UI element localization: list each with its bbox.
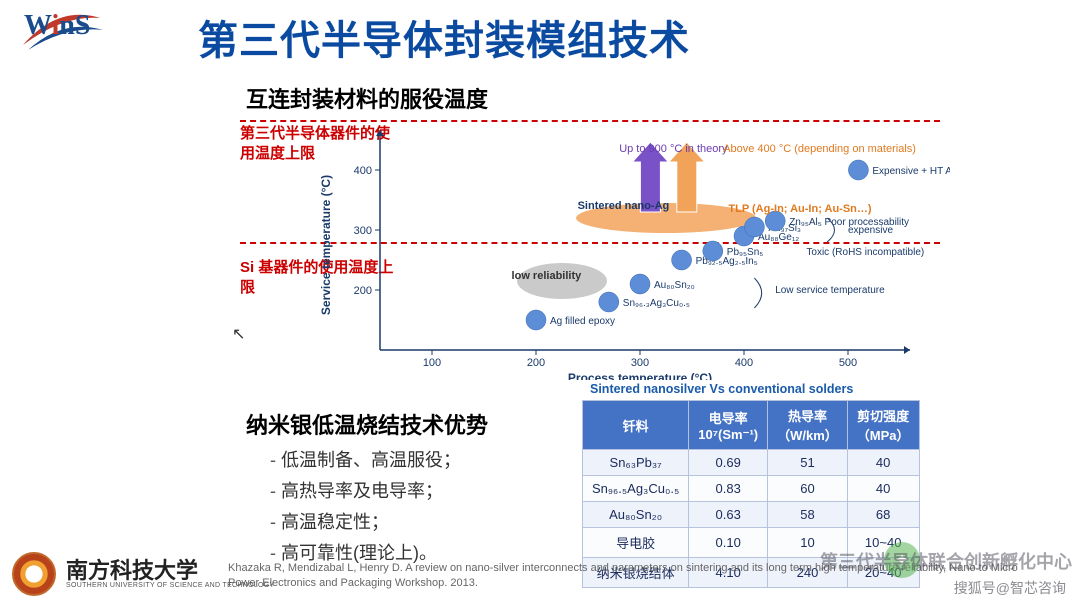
svg-text:Toxic (RoHS incompatible): Toxic (RoHS incompatible) xyxy=(806,247,924,258)
svg-text:Ag filled epoxy: Ag filled epoxy xyxy=(550,316,615,327)
table-cell: 40 xyxy=(847,476,919,502)
table-cell: 导电胶 xyxy=(583,528,689,558)
svg-text:Expensive + HT Au₈₁In₁₉: Expensive + HT Au₈₁In₁₉ xyxy=(872,166,950,177)
svg-text:Sintered nano-Ag: Sintered nano-Ag xyxy=(578,200,670,212)
table-cell: 0.83 xyxy=(689,476,768,502)
watermark-org: 第三代半导体联合创新孵化中心 xyxy=(820,548,1072,574)
svg-text:500: 500 xyxy=(839,357,857,369)
svg-text:Service temperature (°C): Service temperature (°C) xyxy=(319,175,333,315)
chart-subtitle: Sintered nanosilver Vs conventional sold… xyxy=(590,382,853,396)
table-row: Sn₆₃Pb₃₇0.695140 xyxy=(583,450,920,476)
table-cell: 58 xyxy=(768,502,848,528)
table-header: 热导率（W/km） xyxy=(768,401,848,450)
svg-text:TLP (Ag-In; Au-In; Au-Sn…): TLP (Ag-In; Au-In; Au-Sn…) xyxy=(728,203,872,215)
section-subtitle-top: 互连封装材料的服役温度 xyxy=(246,82,488,114)
svg-text:expensive: expensive xyxy=(848,225,893,236)
university-name-zh: 南方科技大学 xyxy=(66,560,275,582)
table-cell: 40 xyxy=(847,450,919,476)
svg-text:200: 200 xyxy=(354,285,372,297)
svg-text:400: 400 xyxy=(354,165,372,177)
svg-text:Pb₉₅Sn₅: Pb₉₅Sn₅ xyxy=(727,247,763,258)
university-badge-icon: ✦ xyxy=(12,552,56,596)
svg-text:Above 400 °C (depending on mat: Above 400 °C (depending on materials) xyxy=(723,143,916,155)
logo-wins: WinS xyxy=(24,10,90,42)
svg-text:Process temperature (°C): Process temperature (°C) xyxy=(568,371,712,380)
table-cell: 0.69 xyxy=(689,450,768,476)
scatter-chart: 100 200 300 400 500 200 300 400 Process temperat… xyxy=(310,120,950,380)
bullet-item: 低温制备、高温服役； xyxy=(270,445,461,476)
table-cell: 68 xyxy=(847,502,919,528)
table-header: 电导率10⁷(Sm⁻¹) xyxy=(689,401,768,450)
table-cell: Sn₉₆.₅Ag₃Cu₀.₅ xyxy=(583,476,689,502)
bullet-item: 高温稳定性； xyxy=(270,507,461,538)
table-header: 钎料 xyxy=(583,401,689,450)
section-subtitle-advantages: 纳米银低温烧结技术优势 xyxy=(246,408,488,440)
table-cell: 0.10 xyxy=(689,528,768,558)
svg-text:200: 200 xyxy=(527,357,545,369)
table-row: Sn₉₆.₅Ag₃Cu₀.₅0.836040 xyxy=(583,476,920,502)
svg-text:Sn₉₆.₃Ag₃Cu₀.₅: Sn₉₆.₃Ag₃Cu₀.₅ xyxy=(623,298,690,309)
table-cell: 51 xyxy=(768,450,848,476)
svg-text:Up to 900 °C in theory: Up to 900 °C in theory xyxy=(619,143,728,155)
university-footer: ✦ 南方科技大学 SOUTHERN UNIVERSITY OF SCIENCE … xyxy=(12,552,275,596)
watermark-souhu: 搜狐号@智芯咨询 xyxy=(954,578,1066,598)
table-cell: 0.63 xyxy=(689,502,768,528)
svg-text:Low service temperature: Low service temperature xyxy=(775,285,885,296)
svg-text:400: 400 xyxy=(735,357,753,369)
cursor-icon: ↖ xyxy=(232,324,245,344)
svg-text:300: 300 xyxy=(354,225,372,237)
svg-text:100: 100 xyxy=(423,357,441,369)
table-cell: Au₈₀Sn₂₀ xyxy=(583,502,689,528)
svg-text:Au₈₀Sn₂₀: Au₈₀Sn₂₀ xyxy=(654,280,695,291)
table-row: Au₈₀Sn₂₀0.635868 xyxy=(583,502,920,528)
advantages-list: 低温制备、高温服役；高热导率及电导率；高温稳定性；高可靠性(理论上)。 xyxy=(270,445,461,569)
table-cell: 60 xyxy=(768,476,848,502)
bullet-item: 高热导率及电导率； xyxy=(270,476,461,507)
svg-text:300: 300 xyxy=(631,357,649,369)
table-header: 剪切强度（MPa） xyxy=(847,401,919,450)
svg-text:low reliability: low reliability xyxy=(512,270,583,282)
university-name-en: SOUTHERN UNIVERSITY OF SCIENCE AND TECHN… xyxy=(66,582,275,589)
slide-title: 第三代半导体封装模组技术 xyxy=(198,8,690,66)
table-cell: Sn₆₃Pb₃₇ xyxy=(583,450,689,476)
